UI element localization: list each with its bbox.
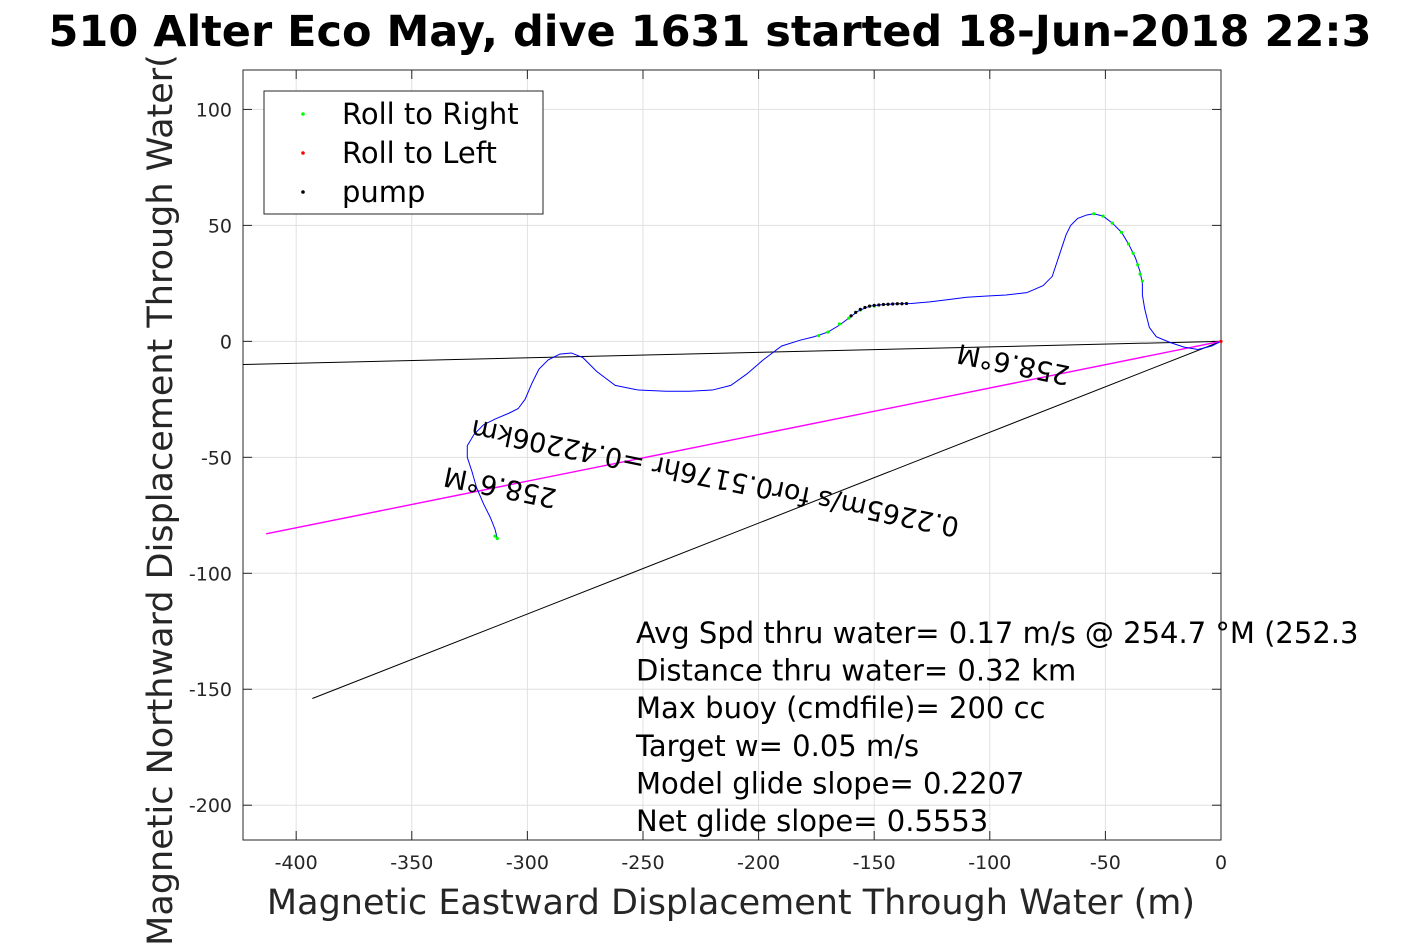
speed-label: 0.2265m/s for0.5176hr =0.42206km (469, 412, 962, 541)
pump-point (867, 304, 872, 308)
x-tick-label: -250 (621, 852, 664, 874)
y-tick-label: 100 (196, 99, 232, 121)
pump-point (849, 314, 853, 318)
y-tick-label: -50 (201, 447, 232, 469)
x-tick-label: -100 (968, 852, 1011, 874)
legend-box (263, 90, 544, 215)
y-tick-label: -150 (189, 679, 232, 701)
pump-point (872, 303, 876, 308)
roll-right-point (1126, 242, 1131, 246)
pump-point (854, 310, 858, 314)
x-tick-label: -50 (1090, 852, 1121, 874)
plot-area (242, 69, 1222, 841)
roll-right-point (1138, 272, 1142, 276)
pump-point (881, 302, 886, 307)
annotation-line: Distance thru water= 0.32 km (636, 654, 1076, 688)
current-line (312, 340, 1222, 699)
pump-point (858, 307, 862, 311)
x-axis-label: Magnetic Eastward Displacement Through W… (267, 883, 1195, 923)
annotation-line: Target w= 0.05 m/s (635, 729, 919, 763)
roll-left-point (1219, 339, 1223, 343)
roll-right-point (1140, 279, 1144, 283)
roll-right-point (1136, 263, 1140, 267)
heading-label-left: 258.6°M (441, 460, 559, 513)
annotation-line: Model glide slope= 0.2207 (636, 766, 1024, 800)
pump-point (863, 305, 867, 310)
y-axis-label: Magnetic Northward Displacement Through … (141, 54, 181, 945)
roll-right-point (493, 534, 497, 538)
annotation-line: Net glide slope= 0.5553 (636, 804, 988, 838)
legend-marker (301, 151, 305, 155)
roll-right-point (1101, 214, 1105, 218)
roll-right-point (1092, 212, 1096, 216)
pump-point (891, 302, 895, 306)
x-tick-label: -300 (506, 852, 549, 874)
roll-right-point (1131, 251, 1135, 255)
roll-right-point (847, 316, 851, 320)
annotation-line: Max buoy (cmdfile)= 200 cc (636, 691, 1045, 725)
roll-right-point (495, 536, 499, 541)
pump-point (900, 302, 904, 306)
pump-point (886, 302, 890, 306)
y-tick-label: 50 (208, 215, 232, 237)
roll-right-point (1110, 221, 1114, 225)
y-tick-label: 0 (220, 331, 232, 353)
glide-line (265, 340, 1222, 535)
annotation-line: Avg Spd thru water= 0.17 m/s @ 254.7 °M … (636, 616, 1358, 650)
legend-marker (301, 190, 305, 194)
x-tick-label: -350 (390, 852, 433, 874)
pump-point (904, 301, 909, 306)
heading-line (242, 340, 1222, 366)
legend: Roll to Right Roll to Left pump (263, 90, 544, 215)
stats-annotation: Avg Spd thru water= 0.17 m/s @ 254.7 °M … (635, 616, 1358, 838)
roll-right-point (837, 322, 842, 326)
x-tick-label: -400 (275, 852, 318, 874)
y-tick-label: -100 (189, 563, 232, 585)
legend-entry: pump (342, 175, 425, 209)
x-tick-label: -150 (853, 852, 896, 874)
roll-right-point (1119, 230, 1124, 234)
grid (243, 70, 1222, 840)
chart-title: 510 Alter Eco May, dive 1631 started 18-… (48, 7, 1371, 57)
y-tick-label: -200 (189, 795, 232, 817)
track-line (466, 213, 1222, 539)
legend-entry: Roll to Left (342, 136, 497, 170)
roll-right-point (826, 330, 830, 334)
axes-ticks: -400 -350 -300 -250 -200 -150 -100 -50 0 100 50 0 -5… (189, 70, 1227, 874)
x-tick-label: 0 (1215, 852, 1227, 874)
pump-point (877, 303, 881, 307)
roll-right-point (817, 333, 821, 338)
legend-marker (301, 112, 305, 116)
legend-entry: Roll to Right (342, 97, 519, 131)
pump-point (895, 302, 899, 306)
x-tick-label: -200 (737, 852, 780, 874)
